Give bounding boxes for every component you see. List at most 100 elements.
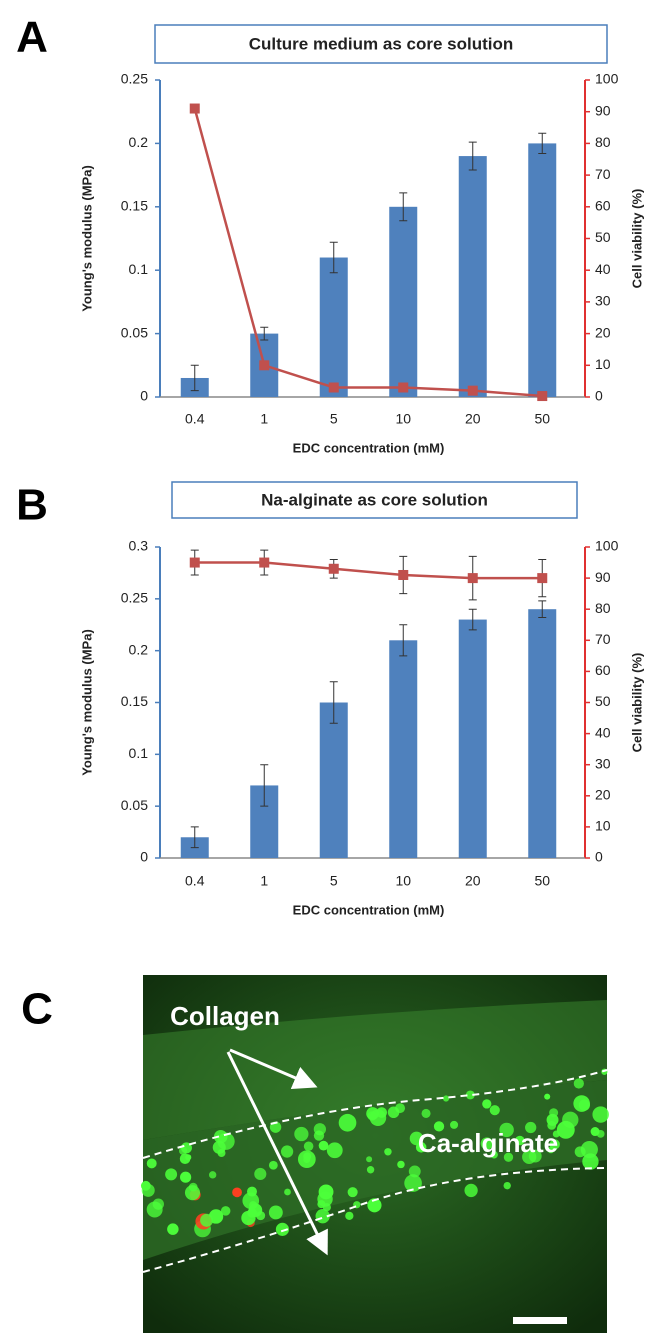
line: [193, 108, 543, 398]
cell: [268, 1205, 283, 1220]
y2-tick-label: 50: [595, 693, 611, 709]
cell: [345, 1211, 354, 1220]
chart-title: Na-alginate as core solution: [261, 490, 488, 509]
y-tick-label: 0.25: [121, 590, 148, 606]
cell: [254, 1167, 267, 1181]
panel-label: A: [16, 13, 48, 62]
y2-tick-label: 60: [595, 198, 611, 214]
y2-tick-label: 70: [595, 631, 611, 647]
x-tick-label: 20: [465, 873, 481, 889]
bar: [458, 619, 487, 858]
cell: [465, 1090, 475, 1100]
y-tick-label: 0.15: [121, 198, 148, 214]
cell: [544, 1093, 551, 1100]
cell: [552, 1130, 560, 1138]
cell: [140, 1180, 151, 1191]
y-axis-label: Young's modulus (MPa): [79, 629, 94, 776]
cell: [338, 1113, 357, 1132]
x-tick-label: 1: [260, 873, 268, 889]
error-bar: [399, 192, 408, 222]
y2-tick-label: 0: [595, 849, 603, 865]
y2-tick-label: 10: [595, 818, 611, 834]
x-tick-label: 50: [534, 873, 550, 889]
x-tick-label: 5: [330, 873, 338, 889]
cell: [167, 1223, 179, 1235]
cell: [165, 1168, 178, 1181]
y2-tick-label: 10: [595, 356, 611, 372]
cell: [212, 1140, 226, 1154]
y-tick-label: 0.15: [121, 693, 148, 709]
y2-tick-label: 30: [595, 755, 611, 771]
error-bar: [468, 141, 477, 171]
y2-tick-label: 20: [595, 324, 611, 340]
cell: [546, 1113, 559, 1126]
cell: [294, 1126, 309, 1142]
x-axis-label: EDC concentration (mM): [293, 902, 445, 917]
panel-label: C: [21, 985, 53, 1034]
y2-tick-label: 80: [595, 600, 611, 616]
error-bar: [538, 132, 547, 155]
cell: [525, 1121, 537, 1134]
cell: [450, 1120, 459, 1129]
cell: [185, 1154, 192, 1161]
cell: [268, 1160, 278, 1170]
cell: [404, 1174, 422, 1192]
cell: [522, 1149, 537, 1165]
cell: [366, 1156, 373, 1163]
bar: [528, 609, 557, 858]
cell: [376, 1107, 387, 1118]
y-tick-label: 0.1: [129, 261, 149, 277]
y2-tick-label: 90: [595, 569, 611, 585]
bar: [319, 257, 348, 397]
y2-tick-label: 20: [595, 787, 611, 803]
cell: [313, 1130, 325, 1141]
cell: [573, 1078, 584, 1089]
bar: [389, 640, 418, 858]
marker: [328, 382, 339, 393]
y-tick-label: 0.1: [129, 745, 149, 761]
micrograph: Collagen Ca-alginate: [140, 975, 609, 1333]
y-tick-label: 0.3: [129, 538, 149, 554]
bar: [528, 143, 557, 397]
error-bar: [190, 826, 199, 849]
y2-tick-label: 0: [595, 388, 603, 404]
error-bar: [260, 326, 269, 341]
y-axis-label: Young's modulus (MPa): [79, 165, 94, 312]
title-box: [171, 481, 578, 519]
cell: [184, 1185, 201, 1201]
error-bar: [399, 624, 408, 657]
y2-tick-label: 40: [595, 261, 611, 277]
line: [194, 561, 543, 580]
cell: [220, 1206, 231, 1216]
error-bar: [260, 764, 269, 807]
y-tick-label: 0.05: [121, 324, 148, 340]
y2-axis-label: Cell viability (%): [629, 653, 644, 753]
cell: [503, 1181, 511, 1190]
cell: [366, 1107, 379, 1120]
marker: [259, 360, 270, 371]
cell: [297, 1150, 316, 1169]
y-tick-label: 0: [140, 388, 148, 404]
bar: [458, 156, 487, 397]
y-tick-label: 0.2: [129, 134, 149, 150]
cell: [580, 1140, 598, 1159]
x-tick-label: 50: [534, 411, 550, 427]
y-tick-label: 0.2: [129, 641, 149, 657]
cell: [200, 1213, 214, 1227]
marker: [398, 382, 409, 393]
image-label: Ca-alginate: [418, 1128, 558, 1158]
x-tick-label: 10: [395, 873, 411, 889]
x-axis-label: EDC concentration (mM): [293, 440, 445, 455]
y2-tick-label: 90: [595, 102, 611, 118]
y2-tick-label: 40: [595, 724, 611, 740]
cell: [482, 1099, 492, 1109]
bar: [389, 206, 418, 397]
image-label: Collagen: [170, 1001, 280, 1031]
marker: [398, 569, 409, 580]
chart-title: Culture medium as core solution: [249, 34, 514, 53]
cell: [367, 1198, 382, 1213]
error-bar: [329, 241, 338, 274]
y-tick-label: 0: [140, 849, 148, 865]
y2-tick-label: 100: [595, 538, 619, 554]
title-box: [154, 24, 608, 64]
